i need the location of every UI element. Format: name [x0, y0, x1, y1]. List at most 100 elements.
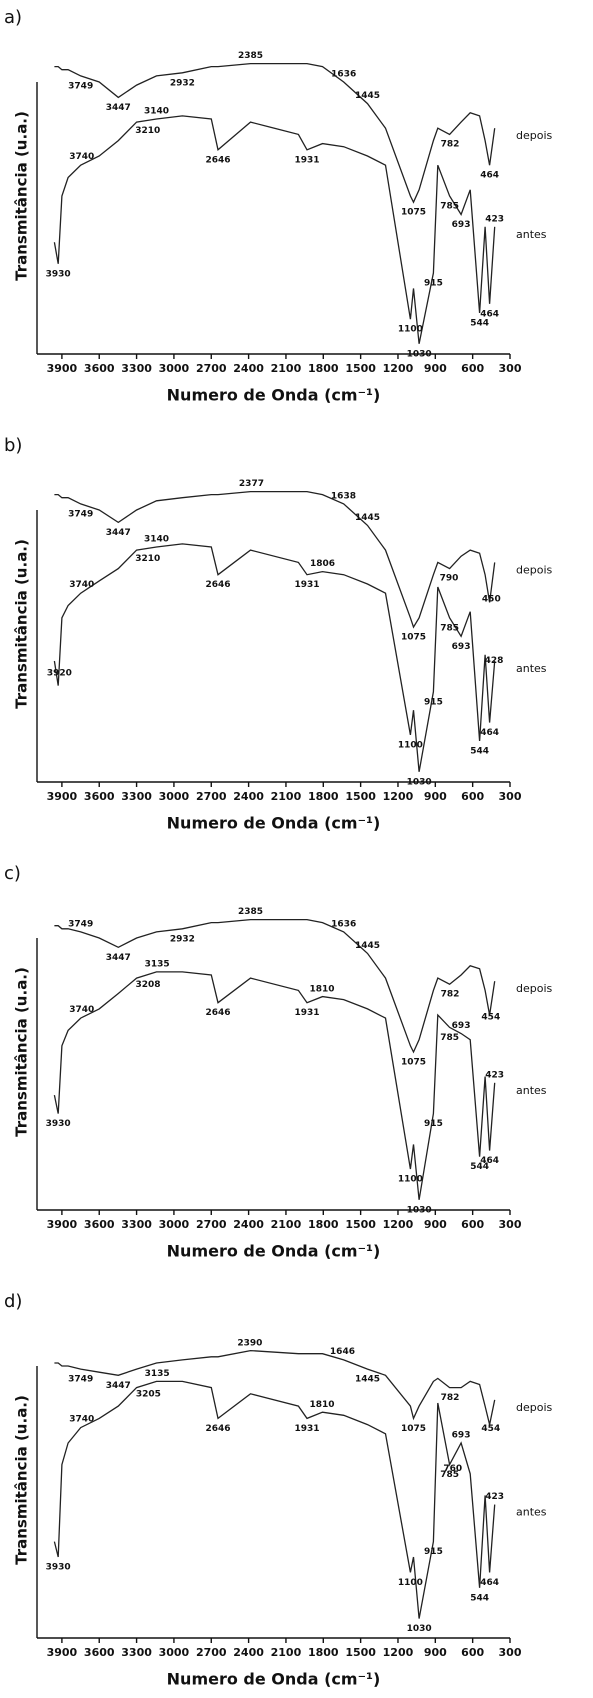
- peak-label: 2932: [170, 78, 195, 88]
- x-tick-label: 2100: [271, 1646, 302, 1659]
- peak-label: 464: [480, 171, 499, 181]
- peak-label: 544: [470, 319, 489, 329]
- peak-label: 1030: [407, 1205, 432, 1215]
- x-tick-label: 2700: [196, 790, 227, 803]
- x-tick-label: 600: [461, 362, 484, 375]
- x-tick-label: 2100: [271, 362, 302, 375]
- x-tick-label: 3600: [84, 790, 115, 803]
- peak-label: 3740: [69, 580, 94, 590]
- x-tick-label: 3000: [159, 362, 190, 375]
- peak-label: 1030: [407, 777, 432, 787]
- peak-label: 3210: [135, 554, 160, 564]
- x-tick-label: 1800: [308, 1646, 339, 1659]
- spectrum-line: [54, 1349, 496, 1425]
- peak-label: 1636: [331, 70, 356, 80]
- x-tick-label: 600: [461, 1218, 484, 1231]
- x-tick-label: 2400: [233, 362, 264, 375]
- peak-label: 2646: [205, 155, 230, 165]
- peak-label: 3205: [136, 1389, 161, 1399]
- x-tick-label: 2100: [271, 1218, 302, 1231]
- peak-label: 454: [481, 1012, 500, 1022]
- peak-label: 1100: [398, 740, 423, 750]
- peak-label: 3208: [135, 980, 160, 990]
- peak-label: 423: [485, 1070, 504, 1080]
- peak-label: 1030: [407, 349, 432, 359]
- x-tick-label: 3300: [121, 362, 152, 375]
- peak-label: 2385: [238, 907, 263, 917]
- peak-label: 1646: [330, 1347, 355, 1357]
- x-tick-label: 2400: [233, 1218, 264, 1231]
- peak-label: 760: [443, 1464, 462, 1474]
- series-name: depois: [516, 129, 553, 142]
- x-tick-label: 3600: [84, 1646, 115, 1659]
- x-tick-label: 3000: [159, 1646, 190, 1659]
- peak-label: 3135: [145, 959, 170, 969]
- x-tick-label: 900: [424, 1218, 447, 1231]
- x-tick-label: 2700: [196, 362, 227, 375]
- peak-label: 3447: [106, 103, 131, 113]
- x-tick-label: 600: [461, 1646, 484, 1659]
- panel-label: b): [4, 435, 22, 456]
- peak-label: 3447: [106, 528, 131, 538]
- peak-label: 1100: [398, 1175, 423, 1185]
- peak-label: 785: [440, 623, 459, 633]
- peak-label: 1810: [310, 1400, 335, 1410]
- panel: a) 3900 3600 3300 3000 2700 2400 2100 1800 1500 12…: [4, 7, 553, 405]
- peak-label: 1931: [294, 1424, 319, 1434]
- x-tick-label: 1500: [345, 1646, 376, 1659]
- x-tick-label: 1800: [308, 1218, 339, 1231]
- x-tick-label: 3900: [47, 790, 78, 803]
- x-tick-label: 2100: [271, 790, 302, 803]
- peak-label: 464: [480, 309, 499, 319]
- peak-label: 1445: [355, 513, 380, 523]
- x-tick-label: 3000: [159, 1218, 190, 1231]
- peak-label: 1931: [294, 580, 319, 590]
- x-tick-label: 3600: [84, 1218, 115, 1231]
- peak-label: 1636: [331, 919, 356, 929]
- peak-label: 915: [424, 279, 443, 289]
- x-tick-label: 900: [424, 1646, 447, 1659]
- peak-label: 450: [482, 594, 501, 604]
- peak-label: 464: [480, 728, 499, 738]
- peak-label: 3930: [46, 1119, 71, 1129]
- x-tick-label: 3000: [159, 790, 190, 803]
- x-axis-label: Numero de Onda (cm⁻¹): [167, 1670, 381, 1689]
- peak-label: 464: [480, 1578, 499, 1588]
- peak-label: 1445: [355, 1375, 380, 1385]
- peak-label: 2377: [239, 479, 264, 489]
- x-tick-label: 1800: [308, 790, 339, 803]
- peak-label: 3210: [135, 126, 160, 136]
- series-name: depois: [516, 982, 553, 995]
- panel: b) 3900 3600 3300 3000 2700 2400 2100 1800 1500 12…: [4, 435, 553, 833]
- series-name: antes: [516, 1506, 547, 1519]
- peak-label: 2932: [170, 934, 195, 944]
- peak-label: 1806: [310, 559, 335, 569]
- peak-label: 3930: [46, 269, 71, 279]
- y-axis-label: Transmitância (u.a.): [13, 1395, 31, 1565]
- x-tick-label: 1200: [383, 790, 414, 803]
- spectrum-line: [54, 62, 496, 204]
- x-tick-label: 2400: [233, 1646, 264, 1659]
- x-axis-label: Numero de Onda (cm⁻¹): [167, 386, 381, 405]
- peak-label: 1100: [398, 1578, 423, 1588]
- peak-label: 2390: [237, 1338, 262, 1348]
- series-name: depois: [516, 563, 553, 576]
- peak-label: 464: [480, 1156, 499, 1166]
- peak-label: 3749: [68, 1375, 93, 1385]
- peak-label: 454: [481, 1424, 500, 1434]
- peak-label: 3749: [68, 919, 93, 929]
- peak-label: 3140: [144, 107, 169, 117]
- y-axis-label: Transmitância (u.a.): [13, 539, 31, 709]
- panel-label: d): [4, 1291, 22, 1312]
- x-tick-label: 900: [424, 790, 447, 803]
- x-tick-label: 2400: [233, 790, 264, 803]
- panel-label: c): [4, 863, 21, 884]
- peak-label: 3749: [68, 509, 93, 519]
- series-name: depois: [516, 1401, 553, 1414]
- spectrum-line: [53, 1380, 496, 1619]
- x-tick-label: 300: [499, 1646, 522, 1659]
- x-tick-label: 1800: [308, 362, 339, 375]
- peak-label: 423: [485, 1492, 504, 1502]
- y-axis-label: Transmitância (u.a.): [13, 967, 31, 1137]
